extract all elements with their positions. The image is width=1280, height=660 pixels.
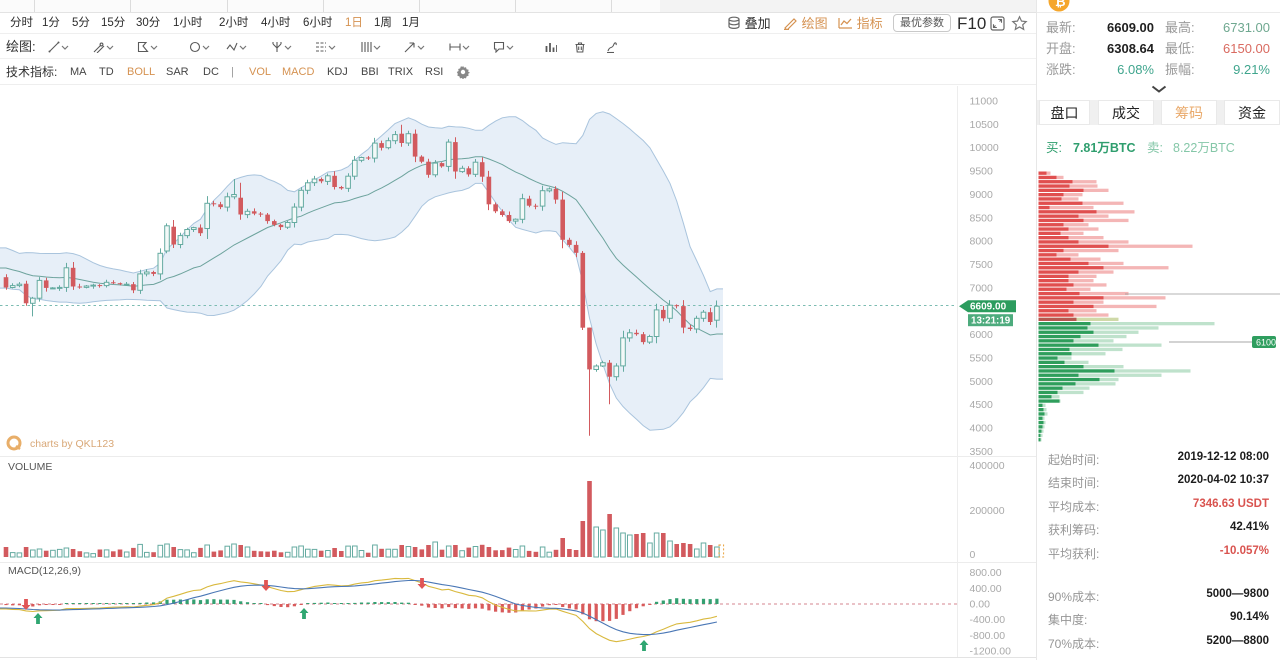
svg-text:6100: 6100 <box>1256 338 1276 348</box>
svg-text:3500: 3500 <box>970 446 994 458</box>
svg-text:-800.00: -800.00 <box>970 630 1006 642</box>
svg-text:4000: 4000 <box>970 423 994 435</box>
svg-text:MACD(12,26,9): MACD(12,26,9) <box>8 565 81 577</box>
svg-text:400.00: 400.00 <box>970 583 1002 595</box>
svg-text:8500: 8500 <box>970 212 994 224</box>
svg-text:-1200.00: -1200.00 <box>970 646 1012 658</box>
svg-text:charts by QKL123: charts by QKL123 <box>30 438 114 450</box>
svg-text:13:21:19: 13:21:19 <box>971 315 1011 326</box>
svg-text:7500: 7500 <box>970 259 994 271</box>
svg-text:0.00: 0.00 <box>970 599 991 611</box>
svg-text:6609.00: 6609.00 <box>970 302 1007 313</box>
svg-text:9500: 9500 <box>970 166 994 178</box>
svg-text:10000: 10000 <box>970 142 999 154</box>
svg-text:5500: 5500 <box>970 353 994 365</box>
svg-text:11000: 11000 <box>970 96 999 108</box>
svg-text:₿: ₿ <box>1055 0 1066 9</box>
svg-text:VOLUME: VOLUME <box>8 461 52 473</box>
svg-text:800.00: 800.00 <box>970 567 1002 579</box>
svg-text:6000: 6000 <box>970 329 994 341</box>
svg-text:0: 0 <box>970 549 976 561</box>
svg-text:400000: 400000 <box>970 460 1005 472</box>
svg-text:4500: 4500 <box>970 399 994 411</box>
svg-text:10500: 10500 <box>970 119 999 131</box>
svg-text:9000: 9000 <box>970 189 994 201</box>
svg-text:-400.00: -400.00 <box>970 614 1006 626</box>
svg-text:8000: 8000 <box>970 236 994 248</box>
svg-text:200000: 200000 <box>970 505 1005 517</box>
svg-text:7000: 7000 <box>970 282 994 294</box>
svg-text:5000: 5000 <box>970 376 994 388</box>
